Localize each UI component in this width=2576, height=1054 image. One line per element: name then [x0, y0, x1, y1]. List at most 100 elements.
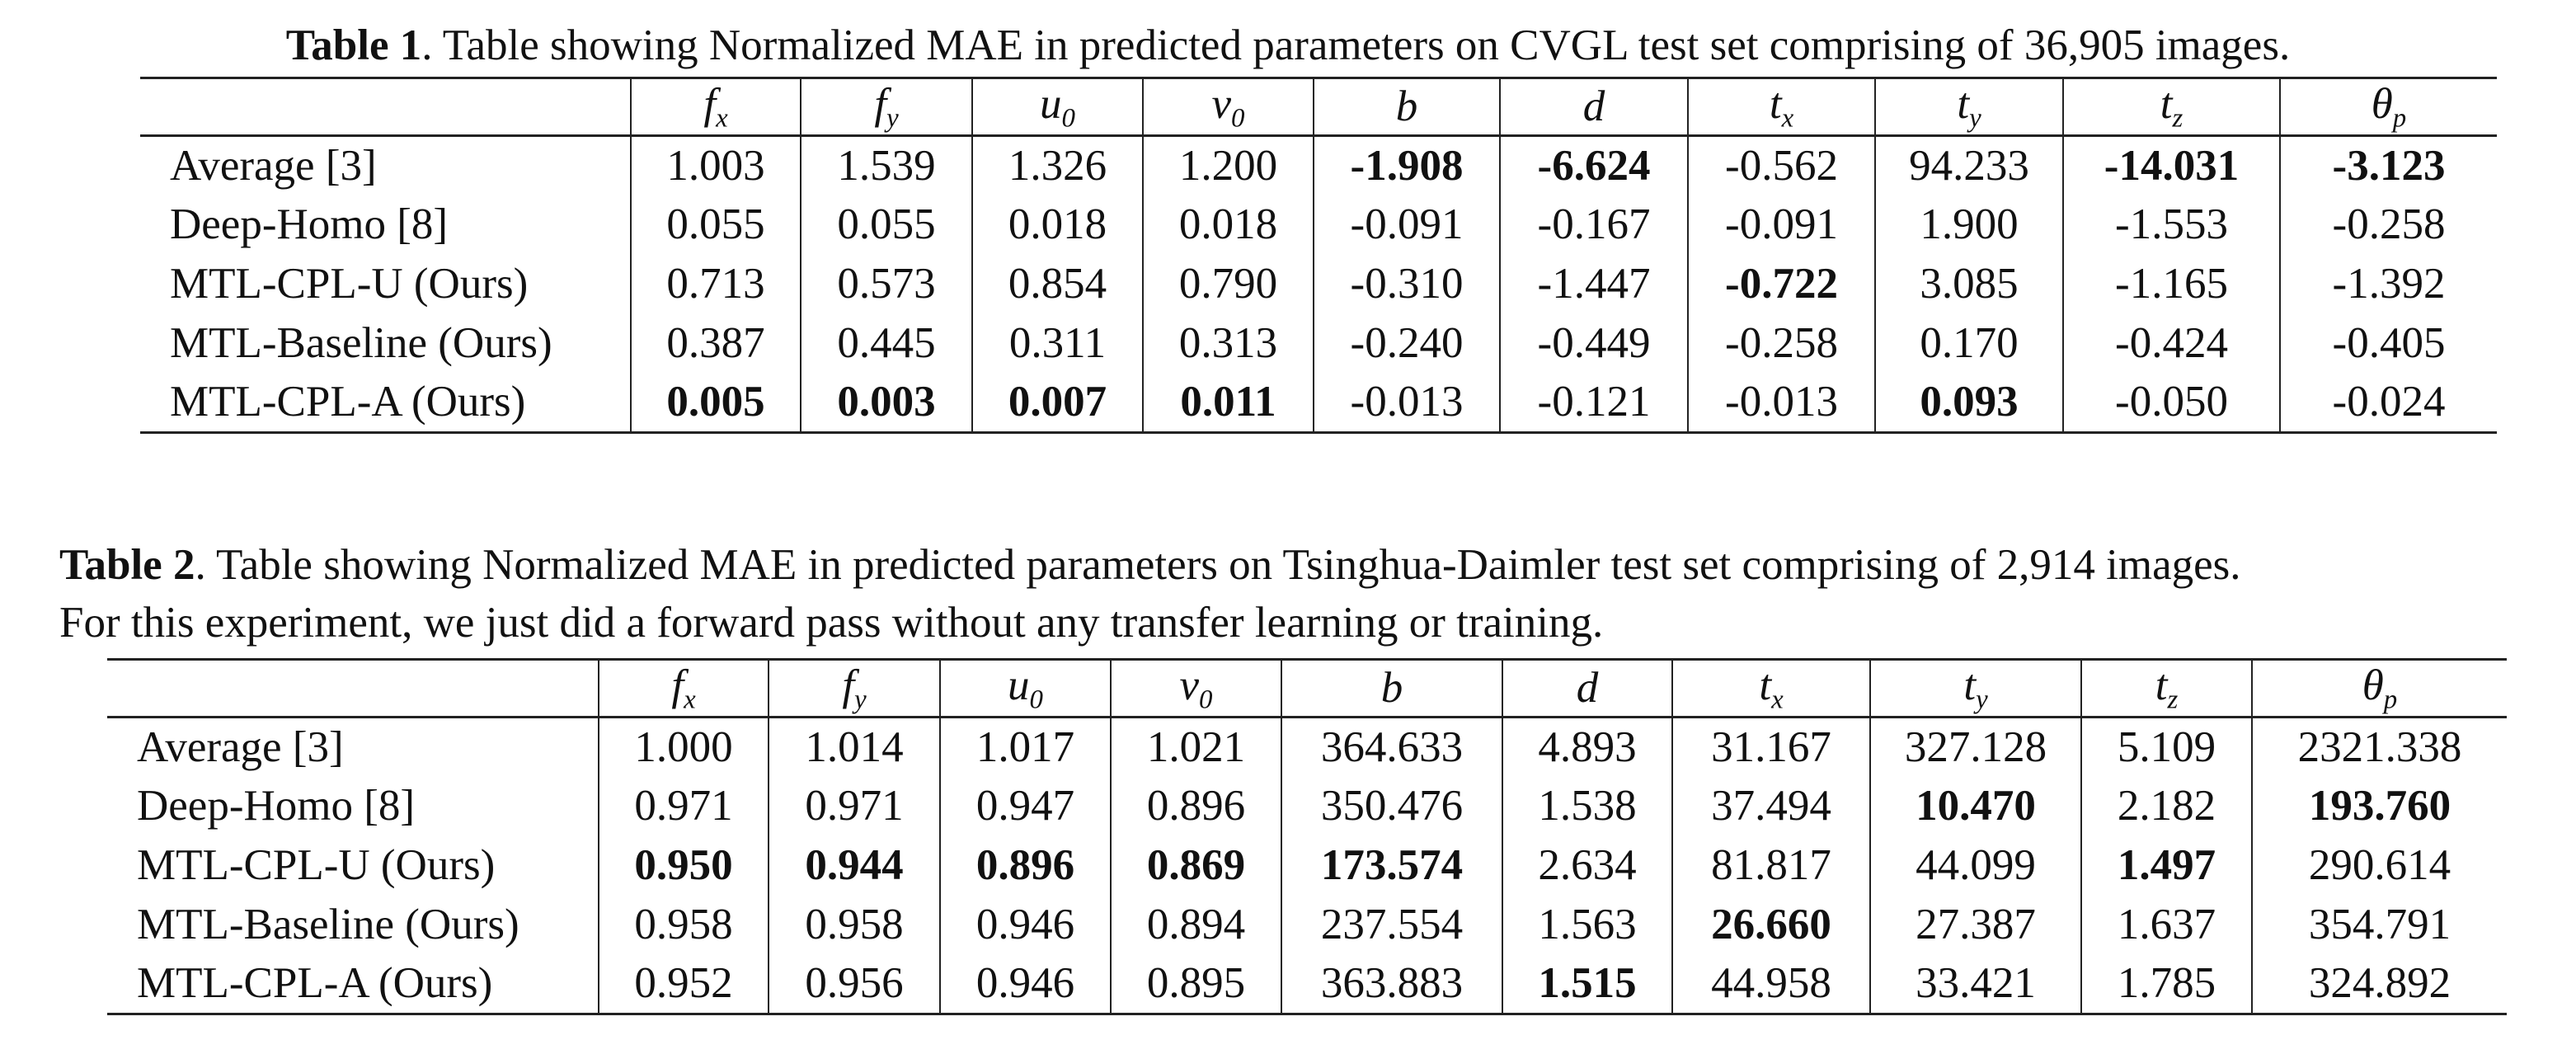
table2-col-header: ty — [1869, 659, 2081, 718]
value-cell: 0.387 — [630, 313, 801, 373]
value-cell: 0.790 — [1142, 254, 1314, 313]
method-name-cell: Average [3] — [170, 141, 377, 190]
value-cell: 1.017 — [939, 717, 1111, 776]
table2-header-corner — [107, 659, 599, 718]
value-cell: 364.633 — [1281, 717, 1502, 776]
value-cell: 324.892 — [2251, 954, 2507, 1014]
value-cell: -0.449 — [1499, 313, 1688, 373]
value-cell: 3.085 — [1874, 254, 2063, 313]
value-cell: 0.055 — [800, 195, 972, 254]
value-cell: -0.258 — [1687, 313, 1875, 373]
table-row: MTL-CPL-A (Ours) 0.952 0.956 0.946 0.895 363.… — [107, 954, 2507, 1014]
value-cell: 0.573 — [800, 254, 972, 313]
table-row: MTL-CPL-A (Ours) 0.005 0.003 0.007 0.011 -0.0… — [140, 373, 2497, 432]
table2-caption-line2: For this experiment, we just did a forwa… — [59, 599, 1604, 647]
value-cell: 4.893 — [1502, 717, 1672, 776]
method-name-cell: MTL-CPL-U (Ours) — [137, 841, 496, 889]
value-cell: 33.421 — [1869, 954, 2081, 1014]
table2-caption-label: Table 2 — [59, 541, 195, 589]
value-cell: 0.952 — [598, 954, 769, 1014]
value-cell: 81.817 — [1671, 835, 1870, 895]
table1-col-header: v0 — [1142, 78, 1314, 137]
value-cell: 0.011 — [1142, 373, 1314, 432]
table1-col-header: d — [1499, 78, 1688, 137]
value-cell: -1.908 — [1313, 135, 1500, 195]
value-cell: -0.013 — [1687, 373, 1875, 432]
value-cell: -1.447 — [1499, 254, 1688, 313]
table-row: MTL-CPL-U (Ours) 0.713 0.573 0.854 0.790 -0.3… — [140, 254, 2497, 313]
table2-col-header-subscript: y — [854, 685, 867, 715]
table1-caption: Table 1. Table showing Normalized MAE in… — [0, 16, 2576, 74]
value-cell: -0.405 — [2279, 313, 2497, 373]
value-cell: -1.553 — [2062, 195, 2280, 254]
table-row: Average [3] 1.000 1.014 1.017 1.021 364.633 4.… — [107, 717, 2507, 776]
value-cell: -0.722 — [1687, 254, 1875, 313]
table1-col-header: b — [1313, 78, 1500, 137]
value-cell: 1.003 — [630, 135, 801, 195]
table2-col-header: d — [1502, 659, 1672, 718]
value-cell: 0.003 — [800, 373, 972, 432]
method-name-cell: MTL-CPL-U (Ours) — [170, 260, 529, 308]
value-cell: 37.494 — [1671, 776, 1870, 835]
table1-col-header: tz — [2062, 78, 2280, 137]
table1-col-header-symbol: t — [1769, 80, 1782, 128]
value-cell: -0.562 — [1687, 135, 1875, 195]
table2-col-header: tz — [2080, 659, 2252, 718]
table2-caption: Table 2. Table showing Normalized MAE in… — [59, 536, 2241, 594]
value-cell: 2321.338 — [2251, 717, 2507, 776]
table1-header-corner — [140, 78, 631, 137]
value-cell: 1.563 — [1502, 895, 1672, 954]
value-cell: -0.240 — [1313, 313, 1500, 373]
table-row: Deep-Homo [8] 0.971 0.971 0.947 0.896 350.476… — [107, 776, 2507, 835]
value-cell: 0.950 — [598, 835, 769, 895]
value-cell: 0.894 — [1110, 895, 1281, 954]
table1-col-header-subscript: y — [1969, 103, 1981, 134]
table2-col-header-subscript: x — [1771, 685, 1784, 715]
value-cell: -0.091 — [1313, 195, 1500, 254]
value-cell: -6.624 — [1499, 135, 1688, 195]
table1-col-header: ty — [1874, 78, 2063, 137]
value-cell: 0.946 — [939, 895, 1111, 954]
table2-col-header-subscript: p — [2383, 685, 2398, 715]
value-cell: 1.515 — [1502, 954, 1672, 1014]
value-cell: 1.538 — [1502, 776, 1672, 835]
table1-col-header-subscript: z — [2172, 103, 2183, 134]
value-cell: 1.000 — [598, 717, 769, 776]
table2-col-header-symbol: f — [671, 661, 684, 709]
table2-col-header: tx — [1671, 659, 1870, 718]
value-cell: 354.791 — [2251, 895, 2507, 954]
value-cell: 0.971 — [598, 776, 769, 835]
value-cell: 0.896 — [939, 835, 1111, 895]
table1-caption-text: . Table showing Normalized MAE in predic… — [421, 21, 2291, 69]
value-cell: 327.128 — [1869, 717, 2081, 776]
value-cell: 237.554 — [1281, 895, 1502, 954]
table1-col-header-symbol: f — [874, 80, 887, 128]
value-cell: 0.713 — [630, 254, 801, 313]
table2: fx fy u0 v0 b d tx ty tz θp Average [3] 1.000 1.014… — [107, 658, 2507, 1015]
table2-col-header-subscript: 0 — [1029, 685, 1043, 715]
value-cell: 0.170 — [1874, 313, 2063, 373]
table2-col-header-subscript: 0 — [1199, 685, 1213, 715]
table2-col-header: fy — [768, 659, 940, 718]
value-cell: 1.200 — [1142, 135, 1314, 195]
value-cell: 26.660 — [1671, 895, 1870, 954]
table1-col-header-symbol: v — [1211, 80, 1232, 128]
value-cell: -0.013 — [1313, 373, 1500, 432]
table1-col-header-symbol: u — [1040, 80, 1062, 128]
table2-col-header-symbol: f — [842, 661, 855, 709]
value-cell: 1.497 — [2080, 835, 2252, 895]
value-cell: 2.634 — [1502, 835, 1672, 895]
value-cell: 0.947 — [939, 776, 1111, 835]
table1-col-header-symbol: d — [1582, 82, 1605, 131]
table-row: Average [3] 1.003 1.539 1.326 1.200 -1.908 -6.… — [140, 135, 2497, 195]
value-cell: -0.024 — [2279, 373, 2497, 432]
table1-col-header: θp — [2279, 78, 2497, 137]
value-cell: 0.311 — [971, 313, 1143, 373]
table2-col-header-subscript: z — [2167, 685, 2179, 715]
table1-col-header-subscript: 0 — [1061, 103, 1075, 134]
value-cell: 1.785 — [2080, 954, 2252, 1014]
table-row: MTL-CPL-U (Ours) 0.950 0.944 0.896 0.869 173.… — [107, 835, 2507, 895]
table-row: MTL-Baseline (Ours) 0.958 0.958 0.946 0.894 2… — [107, 895, 2507, 954]
method-name-cell: MTL-Baseline (Ours) — [137, 901, 519, 948]
table1-col-header-subscript: x — [716, 103, 728, 134]
